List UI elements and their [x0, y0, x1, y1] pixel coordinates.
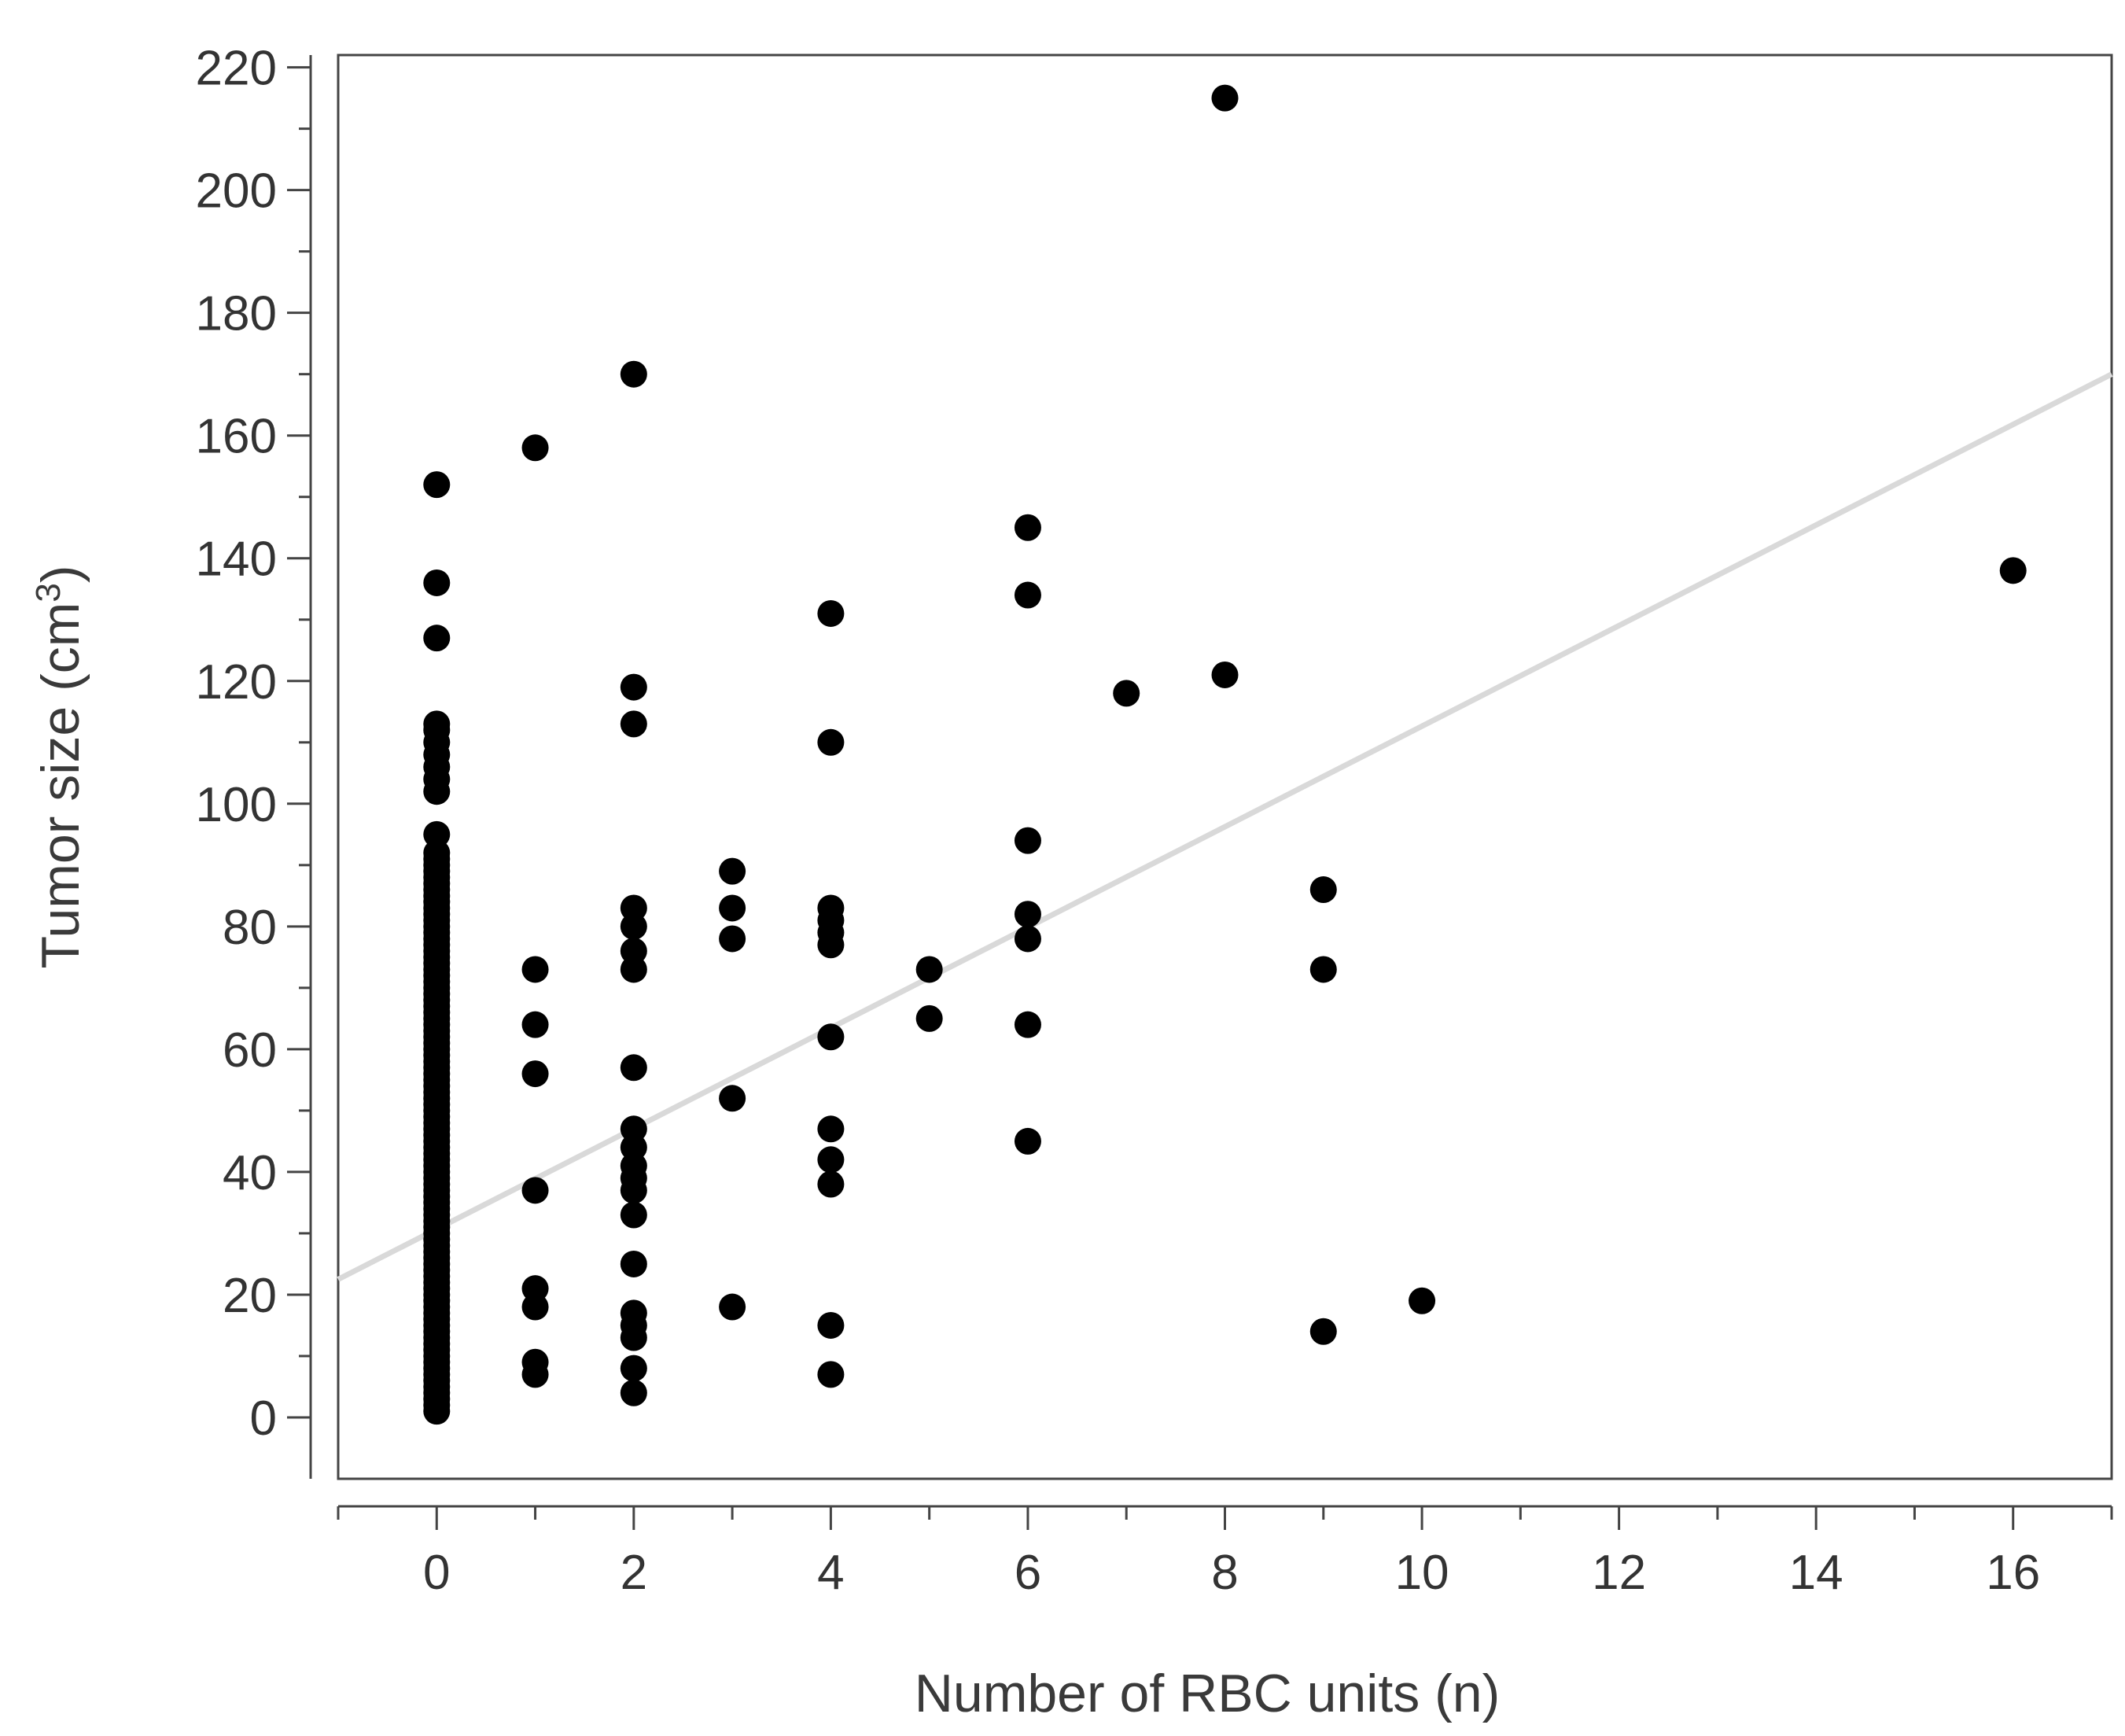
- data-point: [620, 673, 647, 701]
- data-point: [521, 1060, 549, 1088]
- data-point: [620, 1152, 647, 1180]
- y-tick-label: 60: [223, 1023, 277, 1078]
- y-tick-label: 20: [223, 1269, 277, 1323]
- data-point: [521, 1177, 549, 1204]
- data-point: [719, 1293, 746, 1321]
- data-point: [521, 1011, 549, 1038]
- data-point: [423, 839, 451, 867]
- data-point: [1211, 84, 1239, 112]
- data-point: [817, 894, 845, 922]
- data-point: [1409, 1287, 1436, 1314]
- data-point: [719, 1085, 746, 1112]
- x-tick-label: 8: [1211, 1546, 1238, 1600]
- data-point: [817, 1146, 845, 1174]
- data-point: [719, 857, 746, 885]
- y-axis-ticks: 0 20 40 60 80 100 120 140 160 180 200 220: [196, 42, 311, 1446]
- y-axis-title-main: Tumor size (cm: [31, 603, 90, 969]
- y-axis-title: Tumor size (cm3): [29, 565, 91, 968]
- data-point: [1014, 901, 1041, 928]
- data-point: [1113, 680, 1140, 707]
- data-point: [1309, 956, 1337, 983]
- data-point: [620, 1201, 647, 1229]
- data-point: [620, 1250, 647, 1277]
- data-point: [423, 625, 451, 652]
- data-point: [817, 728, 845, 756]
- data-point: [1309, 876, 1337, 904]
- data-point: [620, 1054, 647, 1082]
- data-point: [1309, 1318, 1337, 1345]
- plot-area: [337, 53, 2113, 1480]
- y-axis-title-sup: 3: [29, 583, 68, 602]
- data-point: [521, 956, 549, 983]
- x-tick-label: 4: [817, 1546, 844, 1600]
- data-point: [521, 434, 549, 462]
- data-point: [521, 1293, 549, 1321]
- data-point: [817, 1311, 845, 1339]
- y-tick-label: 0: [250, 1391, 277, 1446]
- data-point: [817, 599, 845, 627]
- data-point: [817, 1170, 845, 1198]
- data-point: [1014, 925, 1041, 953]
- data-point: [1014, 514, 1041, 541]
- data-point: [620, 360, 647, 388]
- y-tick-label: 140: [196, 533, 277, 587]
- data-point: [1014, 1127, 1041, 1155]
- data-point: [521, 1348, 549, 1376]
- x-tick-label: 2: [621, 1546, 647, 1600]
- data-points: [423, 84, 2027, 1425]
- data-point: [1014, 581, 1041, 609]
- data-point: [817, 1361, 845, 1388]
- data-point: [423, 471, 451, 499]
- data-point: [1999, 557, 2027, 584]
- data-point: [915, 956, 943, 983]
- x-tick-label: 12: [1592, 1546, 1646, 1600]
- data-point: [719, 894, 746, 922]
- data-point: [620, 912, 647, 940]
- data-point: [620, 1115, 647, 1143]
- data-point: [817, 1115, 845, 1143]
- data-point: [620, 1355, 647, 1382]
- y-tick-label: 200: [196, 164, 277, 219]
- data-point: [1014, 827, 1041, 854]
- x-tick-label: 14: [1789, 1546, 1843, 1600]
- data-point: [620, 894, 647, 922]
- y-tick-label: 80: [223, 901, 277, 955]
- data-point: [620, 956, 647, 983]
- data-point: [817, 1023, 845, 1051]
- data-point: [620, 1299, 647, 1327]
- x-tick-label: 0: [423, 1546, 450, 1600]
- data-point: [620, 710, 647, 738]
- data-point: [521, 1275, 549, 1303]
- data-point: [620, 938, 647, 965]
- data-point: [1014, 1011, 1041, 1038]
- y-tick-label: 120: [196, 655, 277, 710]
- data-point: [915, 1004, 943, 1032]
- y-tick-label: 100: [196, 778, 277, 832]
- data-point: [1211, 661, 1239, 688]
- data-point: [423, 820, 451, 848]
- y-tick-label: 220: [196, 42, 277, 96]
- data-point: [620, 1379, 647, 1406]
- x-axis-ticks: 0 2 4 6 8 10 12 14 16: [337, 1506, 2113, 1600]
- data-point: [423, 569, 451, 596]
- x-axis-title: Number of RBC units (n): [915, 1664, 1500, 1723]
- y-tick-label: 180: [196, 287, 277, 341]
- data-point: [719, 925, 746, 953]
- y-tick-label: 160: [196, 410, 277, 464]
- y-tick-label: 40: [223, 1146, 277, 1200]
- x-tick-label: 6: [1015, 1546, 1041, 1600]
- x-tick-label: 16: [1986, 1546, 2040, 1600]
- data-point: [423, 710, 451, 738]
- x-tick-label: 10: [1395, 1546, 1449, 1600]
- data-point: [620, 1133, 647, 1161]
- y-axis-title-end: ): [31, 565, 90, 583]
